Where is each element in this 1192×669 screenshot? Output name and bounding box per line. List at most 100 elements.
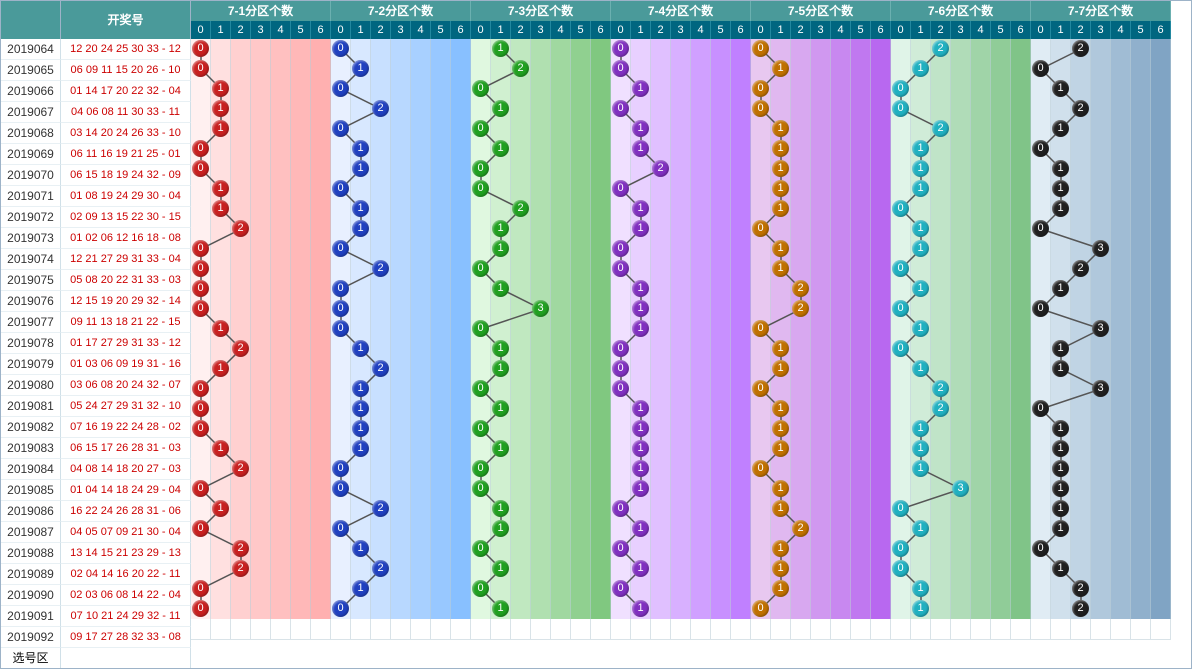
grid-cell <box>391 439 411 460</box>
grid-cell <box>1031 99 1051 120</box>
value-ball: 1 <box>352 540 369 557</box>
grid-cell <box>611 519 631 540</box>
footer-cell[interactable] <box>191 619 211 640</box>
footer-cell[interactable] <box>651 619 671 640</box>
grid-row <box>331 359 471 379</box>
grid-cell <box>291 179 311 200</box>
grid-cell <box>1051 219 1071 240</box>
grid-cell <box>1151 319 1171 340</box>
grid-cell <box>511 339 531 360</box>
footer-cell[interactable] <box>211 619 231 640</box>
footer-cell[interactable] <box>331 619 351 640</box>
grid-cell <box>411 139 431 160</box>
zone-header: 7-2分区个数 <box>331 1 471 21</box>
footer-cell[interactable] <box>291 619 311 640</box>
footer-cell[interactable] <box>811 619 831 640</box>
footer-cell[interactable] <box>1031 619 1051 640</box>
grid-cell <box>971 519 991 540</box>
footer-cell[interactable] <box>351 619 371 640</box>
footer-cell[interactable] <box>471 619 491 640</box>
footer-cell[interactable] <box>1131 619 1151 640</box>
footer-cell[interactable] <box>531 619 551 640</box>
footer-cell[interactable] <box>691 619 711 640</box>
grid-cell <box>571 559 591 580</box>
footer-cell[interactable] <box>551 619 571 640</box>
grid-cell <box>791 359 811 380</box>
footer-cell[interactable] <box>1091 619 1111 640</box>
footer-cell[interactable] <box>611 619 631 640</box>
footer-cell[interactable] <box>931 619 951 640</box>
grid-row <box>1031 59 1171 79</box>
footer-cell[interactable] <box>751 619 771 640</box>
value-ball: 0 <box>892 340 909 357</box>
footer-cell[interactable] <box>891 619 911 640</box>
grid-cell <box>731 39 751 60</box>
grid-cell <box>671 339 691 360</box>
footer-cell[interactable] <box>311 619 331 640</box>
grid-cell <box>611 199 631 220</box>
footer-cell[interactable] <box>871 619 891 640</box>
footer-cell[interactable] <box>771 619 791 640</box>
value-ball: 1 <box>912 580 929 597</box>
draw-cell: 01 14 17 20 22 32 - 04 <box>61 81 191 102</box>
zone-group-1: 7-1分区个数012345600111001120000121000120102… <box>191 1 331 668</box>
grid-cell <box>831 59 851 80</box>
grid-cell <box>411 559 431 580</box>
grid-cell <box>1011 499 1031 520</box>
footer-cell[interactable] <box>231 619 251 640</box>
footer-cell[interactable] <box>411 619 431 640</box>
grid-cell <box>951 79 971 100</box>
footer-cell[interactable] <box>571 619 591 640</box>
footer-cell[interactable] <box>591 619 611 640</box>
footer-cell[interactable] <box>1011 619 1031 640</box>
grid-cell <box>471 59 491 80</box>
grid-cell <box>251 79 271 100</box>
grid-cell <box>911 299 931 320</box>
period-cell: 2019076 <box>1 291 61 312</box>
grid-cell <box>551 179 571 200</box>
grid-cell <box>811 79 831 100</box>
value-ball: 0 <box>192 280 209 297</box>
footer-cell[interactable] <box>1111 619 1131 640</box>
footer-cell[interactable] <box>511 619 531 640</box>
footer-cell[interactable] <box>251 619 271 640</box>
grid-cell <box>351 559 371 580</box>
footer-cell[interactable] <box>971 619 991 640</box>
footer-cell[interactable] <box>711 619 731 640</box>
value-ball: 1 <box>772 340 789 357</box>
footer-cell[interactable] <box>391 619 411 640</box>
grid-cell <box>451 459 471 480</box>
value-ball: 1 <box>912 160 929 177</box>
footer-cell[interactable] <box>1071 619 1091 640</box>
grid-cell <box>191 219 211 240</box>
footer-cell[interactable] <box>451 619 471 640</box>
footer-cell[interactable] <box>491 619 511 640</box>
footer-cell[interactable] <box>271 619 291 640</box>
value-ball: 1 <box>212 500 229 517</box>
footer-cell[interactable] <box>791 619 811 640</box>
footer-cell[interactable] <box>431 619 451 640</box>
grid-cell <box>1151 479 1171 500</box>
grid-cell <box>731 579 751 600</box>
footer-cell[interactable] <box>671 619 691 640</box>
footer-cell[interactable] <box>1051 619 1071 640</box>
footer-cell[interactable] <box>831 619 851 640</box>
draw-cell: 05 08 20 22 31 33 - 03 <box>61 270 191 291</box>
grid-cell <box>391 539 411 560</box>
footer-cell[interactable] <box>631 619 651 640</box>
footer-cell[interactable] <box>1151 619 1171 640</box>
grid-cell <box>991 39 1011 60</box>
footer-cell[interactable] <box>851 619 871 640</box>
grid-cell <box>731 499 751 520</box>
footer-cell[interactable] <box>731 619 751 640</box>
grid-row <box>611 159 751 179</box>
footer-cell[interactable] <box>951 619 971 640</box>
footer-cell[interactable] <box>371 619 391 640</box>
grid-row <box>1031 39 1171 59</box>
draw-cell: 06 15 17 26 28 31 - 03 <box>61 438 191 459</box>
footer-cell[interactable] <box>991 619 1011 640</box>
footer-cell[interactable] <box>911 619 931 640</box>
grid-cell <box>671 399 691 420</box>
grid-cell <box>251 239 271 260</box>
period-cell: 2019066 <box>1 81 61 102</box>
